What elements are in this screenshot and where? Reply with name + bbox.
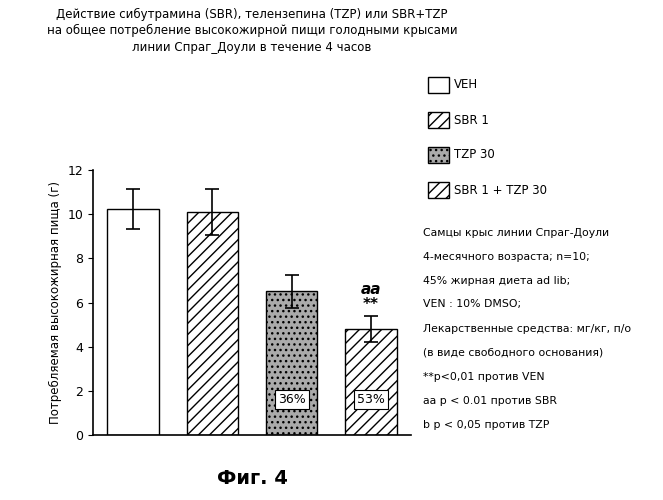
Text: на общее потребление высокожирной пищи голодными крысами: на общее потребление высокожирной пищи г… <box>46 24 457 37</box>
Text: **p<0,01 против VEN: **p<0,01 против VEN <box>423 372 544 382</box>
Text: VEH: VEH <box>454 78 478 92</box>
Text: aa: aa <box>361 282 381 297</box>
Y-axis label: Потребляемая высокожирная пища (г): Потребляемая высокожирная пища (г) <box>48 181 62 424</box>
Text: 36%: 36% <box>278 393 306 406</box>
Text: линии Спраг_Доули в течение 4 часов: линии Спраг_Доули в течение 4 часов <box>132 40 372 54</box>
Text: 45% жирная диета ad lib;: 45% жирная диета ad lib; <box>423 276 570 285</box>
Text: 4-месячного возраста; n=10;: 4-месячного возраста; n=10; <box>423 252 590 262</box>
Text: Лекарственные средства: мг/кг, п/о: Лекарственные средства: мг/кг, п/о <box>423 324 631 334</box>
Text: (в виде свободного основания): (в виде свободного основания) <box>423 348 603 358</box>
Bar <box>186 212 238 435</box>
Text: VEN : 10% DMSO;: VEN : 10% DMSO; <box>423 300 521 310</box>
Bar <box>345 329 396 435</box>
Text: Самцы крыс линии Спраг-Доули: Самцы крыс линии Спраг-Доули <box>423 228 609 237</box>
Text: Действие сибутрамина (SBR), телензепина (TZP) или SBR+TZP: Действие сибутрамина (SBR), телензепина … <box>56 8 448 20</box>
Text: TZP 30: TZP 30 <box>454 148 495 162</box>
Text: b p < 0,05 против TZP: b p < 0,05 против TZP <box>423 420 550 430</box>
Text: aa p < 0.01 против SBR: aa p < 0.01 против SBR <box>423 396 557 406</box>
Text: **: ** <box>363 298 379 312</box>
Text: SBR 1: SBR 1 <box>454 114 489 126</box>
Text: SBR 1 + TZP 30: SBR 1 + TZP 30 <box>454 184 547 196</box>
Text: Фиг. 4: Фиг. 4 <box>217 468 287 487</box>
Text: 53%: 53% <box>357 393 385 406</box>
Bar <box>266 292 318 435</box>
Bar <box>107 208 159 435</box>
